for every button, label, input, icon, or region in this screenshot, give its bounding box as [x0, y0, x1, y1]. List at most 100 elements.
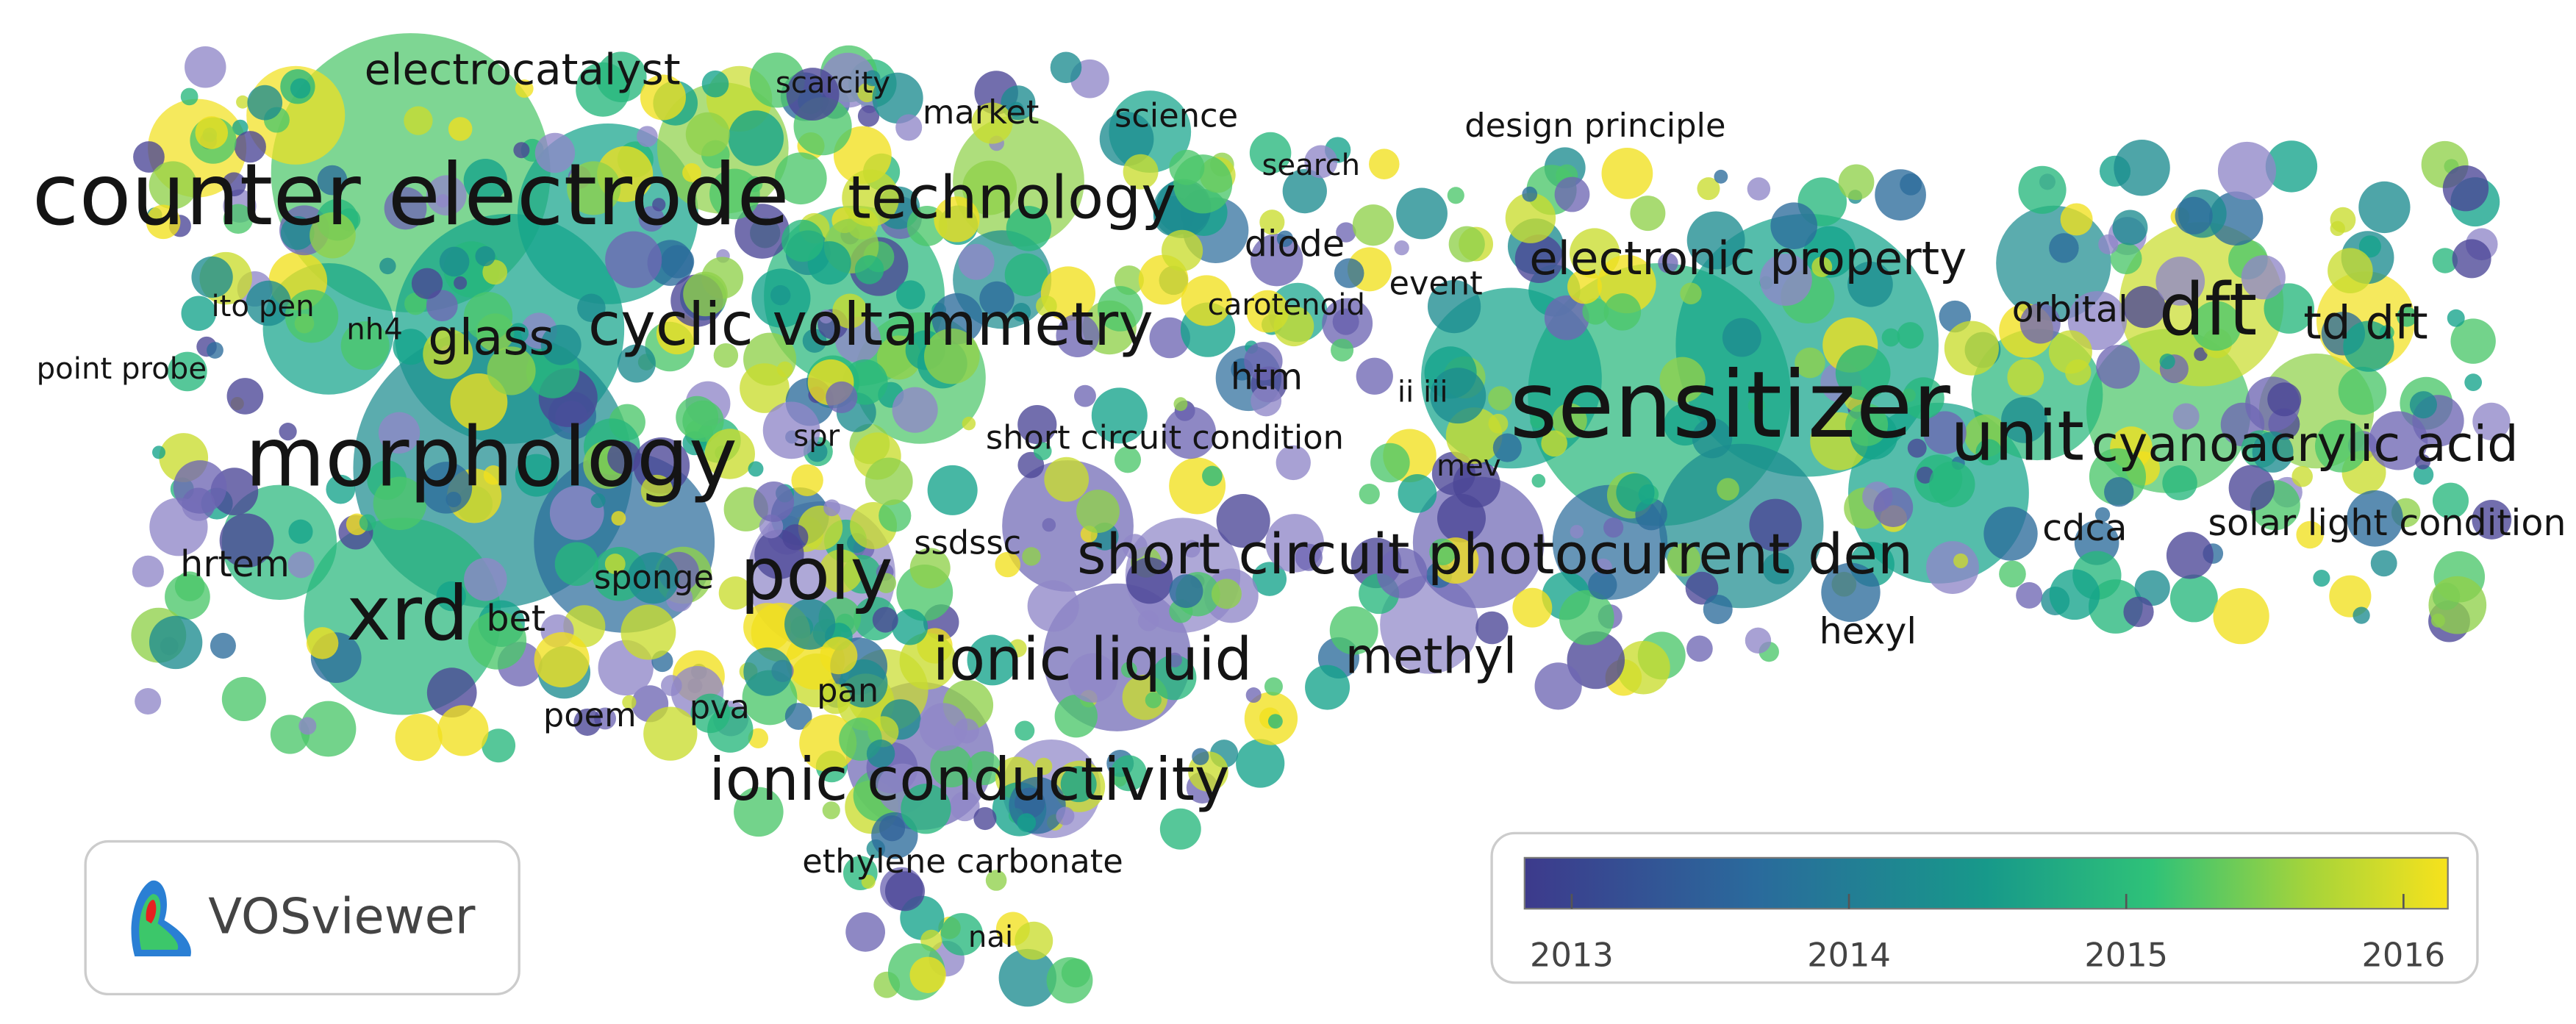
bubble: [210, 632, 236, 659]
bubble: [833, 126, 892, 185]
bubble: [979, 281, 1015, 317]
bubble: [776, 361, 793, 378]
bubble: [463, 292, 513, 341]
bubble: [1034, 757, 1053, 776]
bubble: [899, 632, 956, 690]
bubble: [1182, 540, 1201, 558]
bubble: [909, 956, 946, 993]
bubble: [132, 555, 164, 587]
bubble: [1953, 553, 1969, 568]
bubble: [1522, 186, 1538, 202]
bubble: [2450, 318, 2496, 364]
bubble: [1541, 430, 1567, 457]
bubble: [1163, 406, 1217, 459]
bubble: [279, 423, 297, 441]
bubble: [762, 401, 820, 459]
keyword-label: bet: [486, 597, 545, 640]
logo-icon: [131, 880, 191, 956]
bubble: [605, 231, 662, 288]
bubble: [2060, 203, 2093, 236]
bubble: [2329, 575, 2372, 617]
bubble: [436, 194, 450, 208]
bubble: [1770, 202, 1818, 249]
bubble: [2166, 531, 2214, 579]
bubble: [247, 85, 283, 121]
keyword-label: market: [923, 93, 1040, 132]
bubble: [842, 169, 899, 227]
bubble: [2452, 239, 2491, 279]
bubble: [2264, 283, 2315, 334]
bubble: [2252, 431, 2294, 473]
keyword-label: hrtem: [180, 543, 290, 585]
bubble: [288, 519, 313, 544]
bubble: [359, 514, 376, 531]
bubble: [973, 806, 997, 831]
bubble: [149, 161, 197, 210]
bubble: [1667, 543, 1701, 577]
bubble: [326, 474, 356, 504]
bubble: [1717, 478, 1739, 501]
bubble: [640, 74, 686, 121]
bubble: [534, 631, 590, 688]
bubble: [909, 548, 951, 589]
bubble: [2065, 359, 2092, 386]
bubble: [622, 695, 637, 709]
bubble: [513, 142, 530, 159]
bubble: [774, 152, 827, 205]
bubble: [1056, 806, 1075, 826]
bubble: [661, 245, 695, 279]
bubble: [2313, 570, 2330, 587]
keyword-label: ito pen: [211, 290, 314, 323]
bubble: [839, 659, 888, 708]
bubble: [927, 465, 978, 515]
bubble: [2397, 307, 2417, 327]
keyword-label: design principle: [1464, 107, 1725, 145]
bubble: [798, 505, 843, 551]
bubble: [958, 243, 995, 280]
bubble: [1396, 187, 1448, 240]
bubble: [1216, 493, 1270, 548]
bubble: [962, 416, 976, 431]
bubble: [1042, 518, 1056, 532]
bubble: [219, 513, 274, 568]
bubble: [967, 634, 1018, 686]
bubble: [1923, 411, 1967, 454]
bubble: [1173, 397, 1188, 412]
bubble: [1714, 169, 1728, 184]
bubble: [2330, 207, 2356, 233]
bubble: [985, 870, 1007, 891]
bubble: [784, 703, 812, 730]
bubble: [1902, 377, 1944, 420]
keyword-label: nai: [968, 920, 1013, 954]
keyword-label: orbital: [2012, 288, 2128, 331]
bubble: [411, 268, 443, 299]
bubble: [734, 204, 790, 259]
bubble: [1658, 253, 1678, 273]
bubble: [2328, 248, 2373, 293]
bubble: [2415, 454, 2431, 470]
bubble: [475, 246, 495, 267]
color-scale: 2013 2014 2015 2016: [1490, 831, 2479, 984]
bubble: [2464, 373, 2483, 392]
bubble: [1022, 547, 1041, 566]
bubble: [637, 126, 658, 147]
bubble: [872, 72, 923, 123]
bubble: [234, 131, 266, 163]
bubble: [515, 454, 558, 497]
keyword-label: hexyl: [1820, 610, 1917, 653]
bubble: [420, 462, 473, 514]
bubble: [1983, 506, 2038, 561]
bubble: [133, 141, 165, 173]
bubble: [2228, 465, 2275, 511]
bubble: [1151, 655, 1197, 701]
bubble: [2353, 606, 2370, 624]
bubble: [384, 187, 427, 230]
bubble: [1616, 473, 1655, 512]
keyword-label: short circuit condition: [986, 418, 1344, 456]
bubble: [748, 461, 764, 477]
bubble: [754, 481, 795, 523]
bubble: [1050, 51, 1082, 84]
keyword-label: solar light condition: [2208, 501, 2566, 544]
bubble: [1530, 414, 1545, 429]
bubble: [713, 343, 739, 368]
